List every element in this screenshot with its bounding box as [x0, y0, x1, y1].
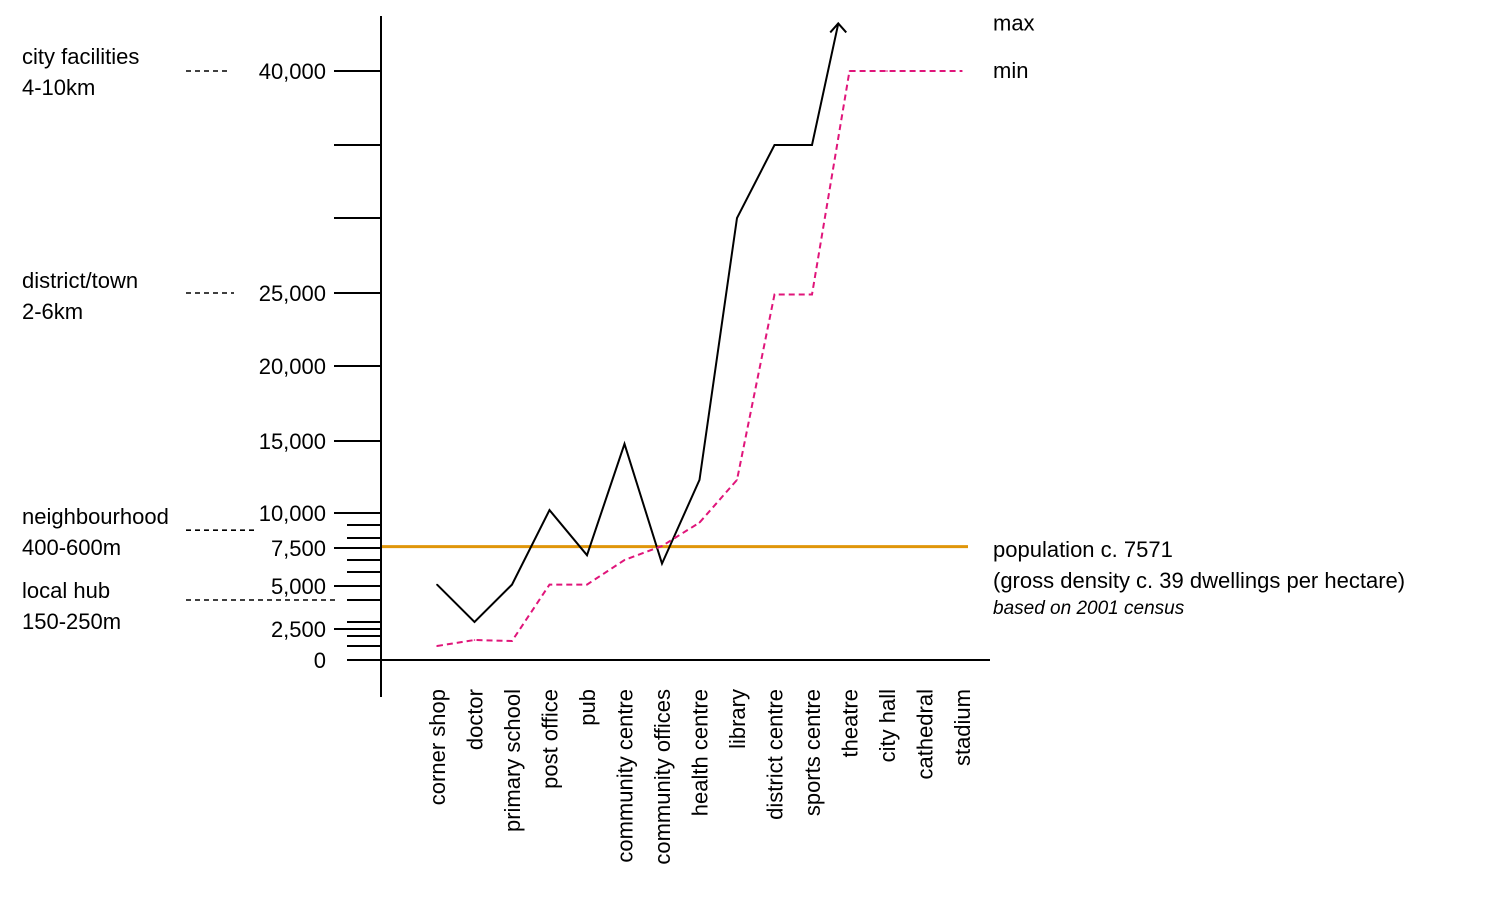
catchment-bands: city facilities 4-10km district/town 2-6km n… [22, 44, 336, 634]
data-point-min [961, 70, 963, 72]
data-point-min [623, 559, 626, 561]
data-point-max [811, 144, 813, 146]
data-point-min [473, 639, 476, 641]
x-tick-label: community offices [650, 689, 675, 865]
x-tick-label: sports centre [800, 689, 825, 816]
data-point-min [923, 70, 926, 72]
band-name: district/town [22, 268, 138, 293]
band-distance: 4-10km [22, 75, 95, 100]
data-point-min [736, 479, 738, 481]
axes [347, 16, 990, 697]
data-point-min [586, 583, 588, 586]
data-point-max [511, 583, 513, 586]
data-point-max [548, 509, 551, 511]
band-distance: 2-6km [22, 299, 83, 324]
band-name: neighbourhood [22, 504, 169, 529]
data-point-max [773, 144, 776, 146]
band-name: local hub [22, 578, 110, 603]
y-tick-label: 5,000 [271, 574, 326, 599]
x-tick-label: library [725, 689, 750, 749]
x-tick-label: community centre [613, 689, 638, 863]
band-distance: 400-600m [22, 535, 121, 560]
x-tick-label: pub [575, 689, 600, 726]
data-point-min [773, 293, 776, 296]
data-point-max [736, 217, 738, 219]
data-point-max [473, 621, 476, 623]
x-tick-label: city hall [875, 689, 900, 762]
data-point-min [511, 640, 513, 642]
x-tick-label: corner shop [425, 689, 450, 805]
y-tick-label: 0 [314, 648, 326, 673]
data-point-min [811, 293, 813, 296]
data-point-max [698, 479, 701, 481]
data-point-min [661, 545, 663, 547]
series-lines [436, 21, 963, 647]
band-distance: 150-250m [22, 609, 121, 634]
x-tick-label: health centre [688, 689, 713, 816]
data-point-min [848, 70, 851, 72]
x-tick-label: primary school [500, 689, 525, 832]
legend: max min [993, 10, 1035, 83]
data-point-max [586, 554, 588, 556]
y-tick-label: 15,000 [259, 429, 326, 454]
y-tick-label: 20,000 [259, 354, 326, 379]
census-note: based on 2001 census [993, 598, 1185, 619]
data-point-min [698, 521, 701, 524]
y-axis-ticks: 0 2,500 5,000 7,500 10,000 15,000 20,000 25,000… [259, 59, 381, 673]
legend-label-min: min [993, 58, 1028, 83]
legend-label-max: max [993, 10, 1035, 35]
data-point-min [548, 583, 551, 586]
arrowhead-icon [829, 21, 847, 34]
data-point-max [436, 583, 438, 586]
y-tick-label: 10,000 [259, 501, 326, 526]
x-axis-tick-labels: corner shop doctor primary school post offi… [425, 689, 975, 865]
band-name: city facilities [22, 44, 139, 69]
x-tick-label: stadium [950, 689, 975, 766]
x-tick-label: post office [538, 689, 563, 789]
series-line-min [436, 70, 962, 647]
data-point-min [886, 70, 888, 72]
data-point-max [661, 562, 663, 565]
y-tick-label: 2,500 [271, 617, 326, 642]
data-point-max [623, 443, 626, 445]
y-tick-label: 25,000 [259, 281, 326, 306]
data-point-min [436, 645, 438, 647]
x-tick-label: theatre [838, 689, 863, 758]
y-tick-label: 7,500 [271, 536, 326, 561]
y-tick-label: 40,000 [259, 59, 326, 84]
x-tick-label: district centre [763, 689, 788, 820]
density-label: (gross density c. 39 dwellings per hecta… [993, 568, 1405, 593]
x-tick-label: cathedral [913, 689, 938, 780]
series-line-max [436, 23, 840, 624]
population-label: population c. 7571 [993, 537, 1173, 562]
population-reference: population c. 7571 (gross density c. 39 d… [382, 537, 1405, 619]
x-tick-label: doctor [463, 689, 488, 750]
